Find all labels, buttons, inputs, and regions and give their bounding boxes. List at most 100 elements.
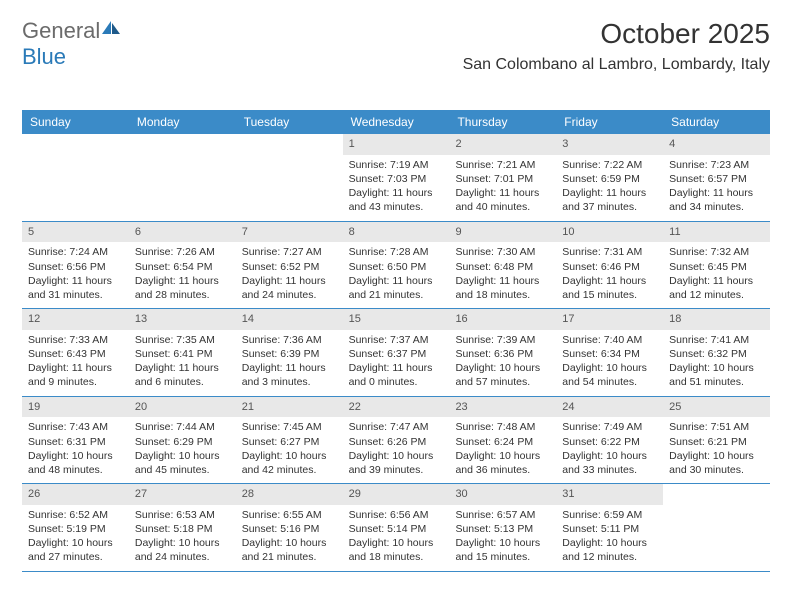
day-body: Sunrise: 7:24 AMSunset: 6:56 PMDaylight:… [22, 242, 129, 308]
day-cell: 23Sunrise: 7:48 AMSunset: 6:24 PMDayligh… [449, 397, 556, 484]
sunrise-text: Sunrise: 7:49 AM [562, 420, 657, 434]
day-cell: 18Sunrise: 7:41 AMSunset: 6:32 PMDayligh… [663, 309, 770, 396]
sunrise-text: Sunrise: 7:36 AM [242, 333, 337, 347]
day-cell: 11Sunrise: 7:32 AMSunset: 6:45 PMDayligh… [663, 222, 770, 309]
day-number: 13 [129, 309, 236, 330]
sunset-text: Sunset: 6:24 PM [455, 435, 550, 449]
sunrise-text: Sunrise: 6:52 AM [28, 508, 123, 522]
day-number: 16 [449, 309, 556, 330]
day-cell: 16Sunrise: 7:39 AMSunset: 6:36 PMDayligh… [449, 309, 556, 396]
day-cell: 19Sunrise: 7:43 AMSunset: 6:31 PMDayligh… [22, 397, 129, 484]
day-body: Sunrise: 7:23 AMSunset: 6:57 PMDaylight:… [663, 155, 770, 221]
day-body: Sunrise: 7:36 AMSunset: 6:39 PMDaylight:… [236, 330, 343, 396]
day-body: Sunrise: 7:35 AMSunset: 6:41 PMDaylight:… [129, 330, 236, 396]
day-number: 18 [663, 309, 770, 330]
sunset-text: Sunset: 6:26 PM [349, 435, 444, 449]
day-body: Sunrise: 7:27 AMSunset: 6:52 PMDaylight:… [236, 242, 343, 308]
title-block: October 2025 San Colombano al Lambro, Lo… [463, 18, 770, 74]
sunrise-text: Sunrise: 7:22 AM [562, 158, 657, 172]
logo-sail-icon [100, 20, 122, 36]
daylight-text: Daylight: 11 hours and 43 minutes. [349, 186, 444, 214]
sunset-text: Sunset: 6:57 PM [669, 172, 764, 186]
day-number: 28 [236, 484, 343, 505]
sunrise-text: Sunrise: 6:53 AM [135, 508, 230, 522]
sunrise-text: Sunrise: 7:28 AM [349, 245, 444, 259]
day-body: Sunrise: 7:39 AMSunset: 6:36 PMDaylight:… [449, 330, 556, 396]
sunrise-text: Sunrise: 7:47 AM [349, 420, 444, 434]
sunrise-text: Sunrise: 7:37 AM [349, 333, 444, 347]
day-cell: 17Sunrise: 7:40 AMSunset: 6:34 PMDayligh… [556, 309, 663, 396]
daylight-text: Daylight: 10 hours and 45 minutes. [135, 449, 230, 477]
sunset-text: Sunset: 6:45 PM [669, 260, 764, 274]
sunset-text: Sunset: 5:14 PM [349, 522, 444, 536]
sunrise-text: Sunrise: 7:44 AM [135, 420, 230, 434]
week-row: 12Sunrise: 7:33 AMSunset: 6:43 PMDayligh… [22, 309, 770, 397]
daylight-text: Daylight: 10 hours and 12 minutes. [562, 536, 657, 564]
day-cell: 14Sunrise: 7:36 AMSunset: 6:39 PMDayligh… [236, 309, 343, 396]
sunset-text: Sunset: 6:34 PM [562, 347, 657, 361]
daylight-text: Daylight: 10 hours and 36 minutes. [455, 449, 550, 477]
sunrise-text: Sunrise: 7:33 AM [28, 333, 123, 347]
day-cell: 3Sunrise: 7:22 AMSunset: 6:59 PMDaylight… [556, 134, 663, 221]
daylight-text: Daylight: 10 hours and 54 minutes. [562, 361, 657, 389]
day-body: Sunrise: 7:19 AMSunset: 7:03 PMDaylight:… [343, 155, 450, 221]
day-body: Sunrise: 7:45 AMSunset: 6:27 PMDaylight:… [236, 417, 343, 483]
day-body: Sunrise: 6:53 AMSunset: 5:18 PMDaylight:… [129, 505, 236, 571]
daylight-text: Daylight: 11 hours and 18 minutes. [455, 274, 550, 302]
sunset-text: Sunset: 6:32 PM [669, 347, 764, 361]
sunrise-text: Sunrise: 7:41 AM [669, 333, 764, 347]
day-number: 29 [343, 484, 450, 505]
sunset-text: Sunset: 7:03 PM [349, 172, 444, 186]
day-number: 17 [556, 309, 663, 330]
daylight-text: Daylight: 10 hours and 39 minutes. [349, 449, 444, 477]
daylight-text: Daylight: 11 hours and 3 minutes. [242, 361, 337, 389]
day-header-thu: Thursday [449, 110, 556, 134]
sunset-text: Sunset: 6:31 PM [28, 435, 123, 449]
day-body: Sunrise: 7:41 AMSunset: 6:32 PMDaylight:… [663, 330, 770, 396]
day-number: 14 [236, 309, 343, 330]
day-number: 26 [22, 484, 129, 505]
day-number: 22 [343, 397, 450, 418]
sunset-text: Sunset: 6:22 PM [562, 435, 657, 449]
day-cell: 24Sunrise: 7:49 AMSunset: 6:22 PMDayligh… [556, 397, 663, 484]
day-number: 8 [343, 222, 450, 243]
sunrise-text: Sunrise: 7:45 AM [242, 420, 337, 434]
sunset-text: Sunset: 6:54 PM [135, 260, 230, 274]
day-body: Sunrise: 7:48 AMSunset: 6:24 PMDaylight:… [449, 417, 556, 483]
day-cell: 6Sunrise: 7:26 AMSunset: 6:54 PMDaylight… [129, 222, 236, 309]
day-cell: 30Sunrise: 6:57 AMSunset: 5:13 PMDayligh… [449, 484, 556, 571]
sunset-text: Sunset: 6:21 PM [669, 435, 764, 449]
sunset-text: Sunset: 6:56 PM [28, 260, 123, 274]
day-cell: 5Sunrise: 7:24 AMSunset: 6:56 PMDaylight… [22, 222, 129, 309]
day-number: 23 [449, 397, 556, 418]
day-number: 7 [236, 222, 343, 243]
sunset-text: Sunset: 6:37 PM [349, 347, 444, 361]
day-header-row: Sunday Monday Tuesday Wednesday Thursday… [22, 110, 770, 134]
sunrise-text: Sunrise: 7:27 AM [242, 245, 337, 259]
day-number: 12 [22, 309, 129, 330]
daylight-text: Daylight: 10 hours and 18 minutes. [349, 536, 444, 564]
logo-text-blue: Blue [22, 44, 66, 69]
day-cell: 28Sunrise: 6:55 AMSunset: 5:16 PMDayligh… [236, 484, 343, 571]
day-number: 20 [129, 397, 236, 418]
sunrise-text: Sunrise: 6:55 AM [242, 508, 337, 522]
day-number: 15 [343, 309, 450, 330]
day-body: Sunrise: 7:26 AMSunset: 6:54 PMDaylight:… [129, 242, 236, 308]
daylight-text: Daylight: 10 hours and 21 minutes. [242, 536, 337, 564]
day-body: Sunrise: 7:40 AMSunset: 6:34 PMDaylight:… [556, 330, 663, 396]
day-header-tue: Tuesday [236, 110, 343, 134]
day-cell: 20Sunrise: 7:44 AMSunset: 6:29 PMDayligh… [129, 397, 236, 484]
sunset-text: Sunset: 5:19 PM [28, 522, 123, 536]
daylight-text: Daylight: 11 hours and 12 minutes. [669, 274, 764, 302]
daylight-text: Daylight: 11 hours and 6 minutes. [135, 361, 230, 389]
day-number: 6 [129, 222, 236, 243]
day-number: 2 [449, 134, 556, 155]
day-body: Sunrise: 6:56 AMSunset: 5:14 PMDaylight:… [343, 505, 450, 571]
day-number: 5 [22, 222, 129, 243]
sunset-text: Sunset: 5:18 PM [135, 522, 230, 536]
day-cell: 25Sunrise: 7:51 AMSunset: 6:21 PMDayligh… [663, 397, 770, 484]
sunrise-text: Sunrise: 7:51 AM [669, 420, 764, 434]
day-body: Sunrise: 6:55 AMSunset: 5:16 PMDaylight:… [236, 505, 343, 571]
day-cell: 13Sunrise: 7:35 AMSunset: 6:41 PMDayligh… [129, 309, 236, 396]
week-row: 5Sunrise: 7:24 AMSunset: 6:56 PMDaylight… [22, 222, 770, 310]
